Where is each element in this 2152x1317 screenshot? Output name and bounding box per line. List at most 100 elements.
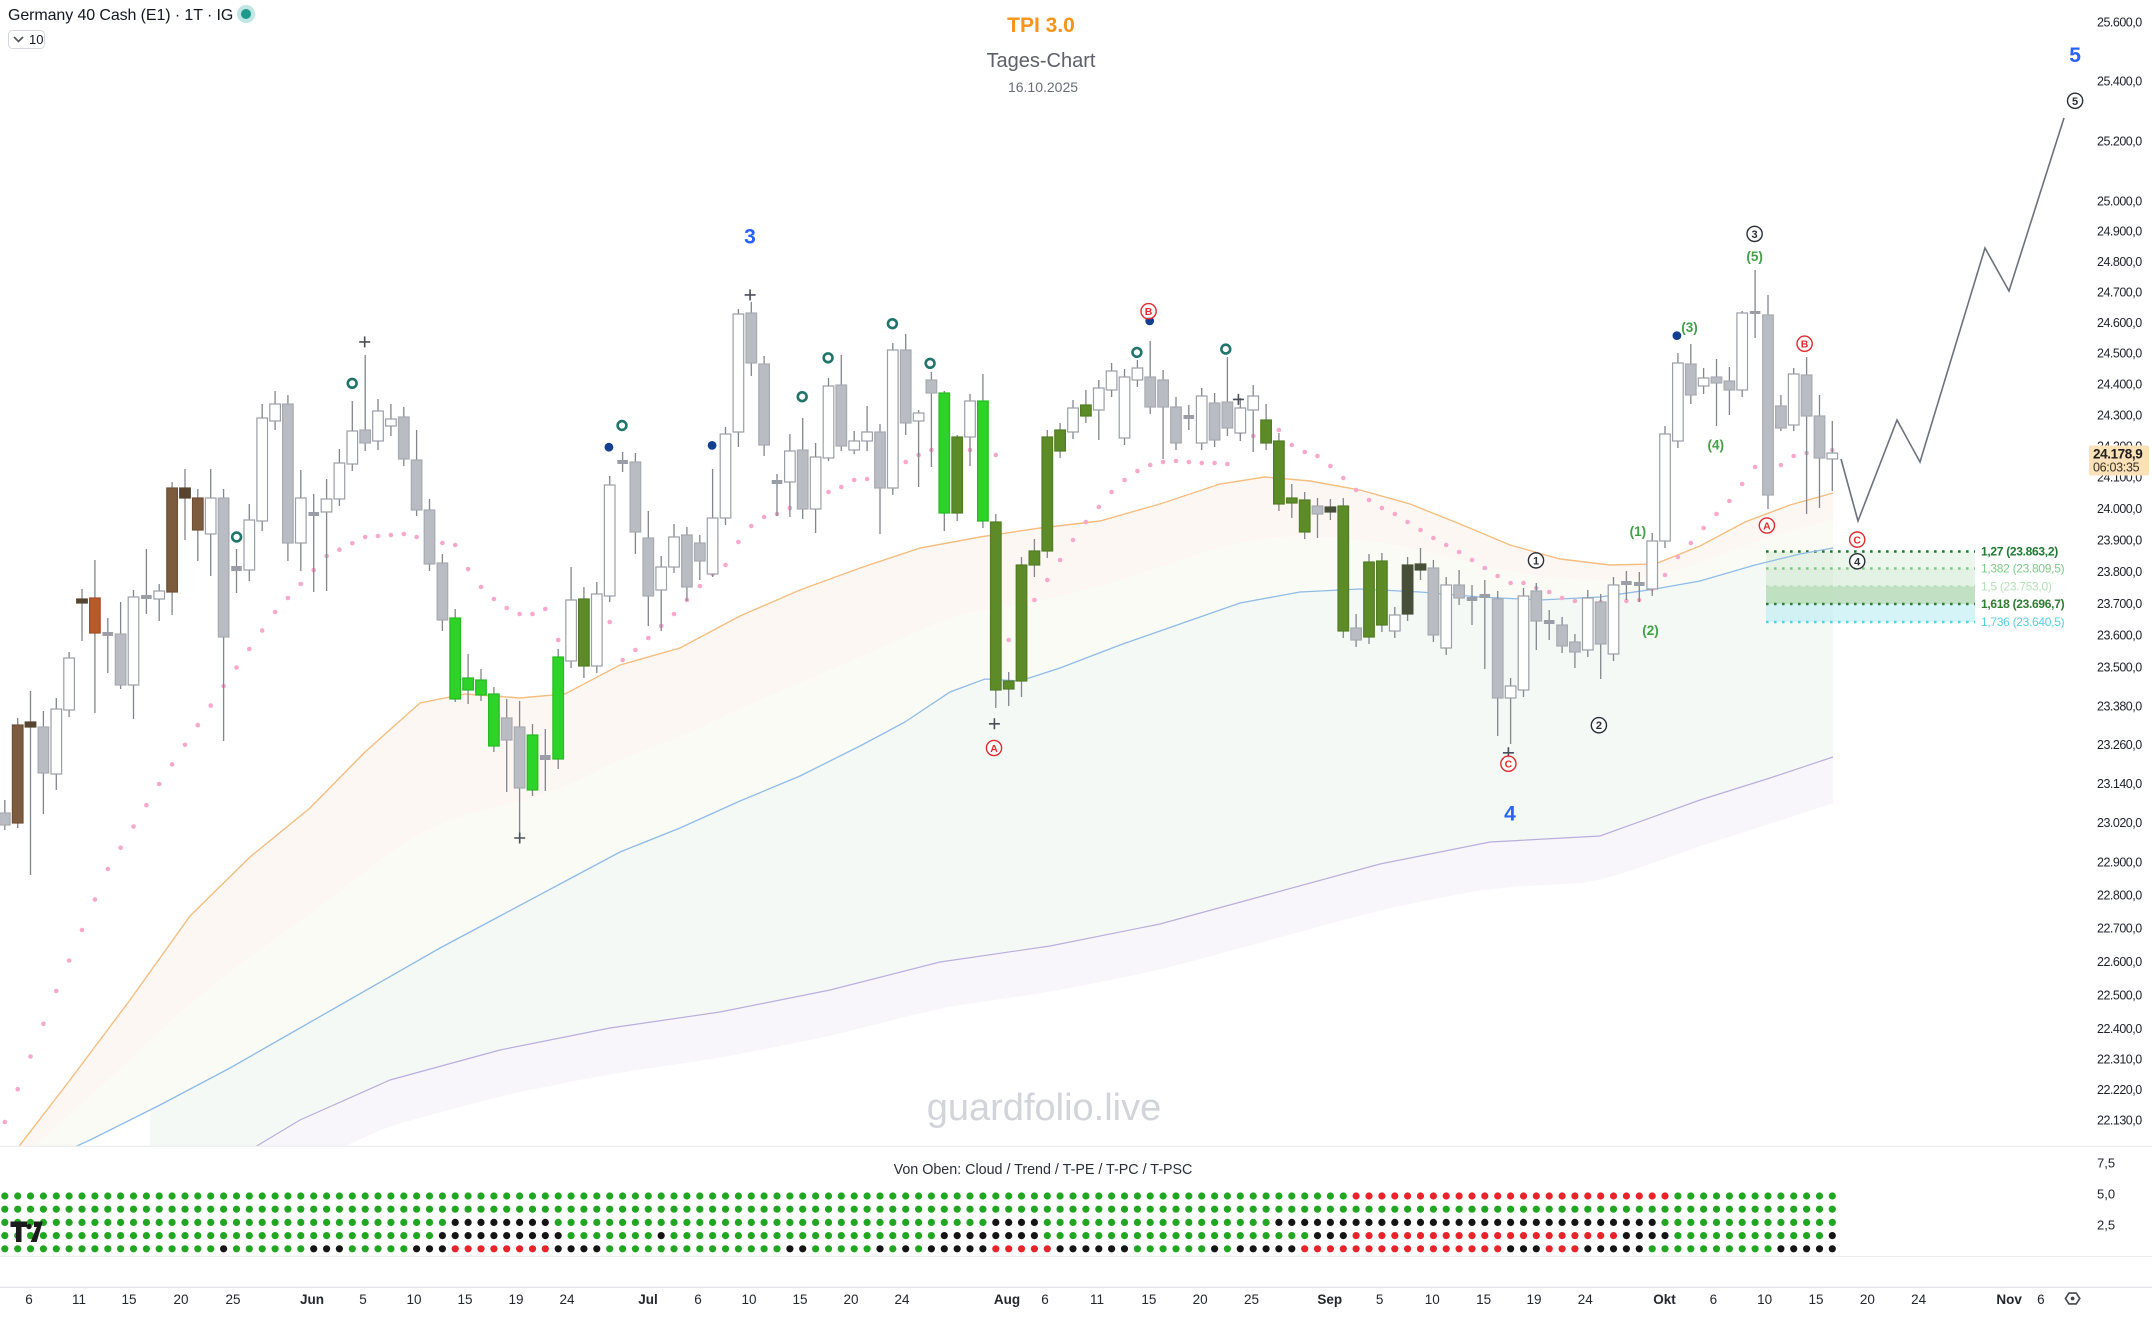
svg-text:A: A [1763, 521, 1771, 533]
svg-text:22.130,0: 22.130,0 [2097, 1113, 2142, 1127]
svg-text:5: 5 [359, 1292, 367, 1307]
svg-text:25.200,0: 25.200,0 [2097, 134, 2142, 148]
svg-text:15: 15 [121, 1292, 136, 1307]
svg-text:2,5: 2,5 [2097, 1218, 2115, 1233]
svg-text:Tages-Chart: Tages-Chart [987, 50, 1096, 72]
svg-text:22.500,0: 22.500,0 [2097, 988, 2142, 1002]
svg-text:22.700,0: 22.700,0 [2097, 922, 2142, 936]
svg-text:Germany 40 Cash (E1) · 1T · IG: Germany 40 Cash (E1) · 1T · IG [8, 7, 233, 24]
svg-text:(1): (1) [1630, 524, 1647, 539]
svg-text:10: 10 [1425, 1292, 1440, 1307]
svg-text:3: 3 [1752, 229, 1758, 241]
svg-text:10: 10 [741, 1292, 756, 1307]
svg-text:B: B [1801, 339, 1809, 351]
svg-text:15: 15 [792, 1292, 807, 1307]
svg-text:6: 6 [2037, 1292, 2045, 1307]
svg-text:22.310,0: 22.310,0 [2097, 1052, 2142, 1066]
svg-text:15: 15 [1141, 1292, 1156, 1307]
svg-text:11: 11 [72, 1292, 86, 1307]
svg-text:16.10.2025: 16.10.2025 [1008, 79, 1078, 95]
svg-text:6: 6 [25, 1292, 33, 1307]
svg-text:15: 15 [1476, 1292, 1491, 1307]
svg-text:5: 5 [2072, 96, 2078, 108]
svg-text:25.000,0: 25.000,0 [2097, 194, 2142, 208]
svg-text:24.600,0: 24.600,0 [2097, 316, 2142, 330]
svg-text:6: 6 [1710, 1292, 1718, 1307]
svg-text:C: C [1505, 759, 1513, 771]
svg-text:19: 19 [1526, 1292, 1541, 1307]
svg-text:11: 11 [1090, 1292, 1104, 1307]
svg-text:1,736 (23.640,5): 1,736 (23.640,5) [1981, 615, 2065, 629]
svg-text:20: 20 [1193, 1292, 1208, 1307]
svg-text:3: 3 [744, 226, 756, 249]
svg-text:23.600,0: 23.600,0 [2097, 629, 2142, 643]
svg-text:24.000,0: 24.000,0 [2097, 502, 2142, 516]
svg-text:24: 24 [1578, 1292, 1594, 1307]
svg-text:(4): (4) [1708, 438, 1725, 453]
svg-text:23.700,0: 23.700,0 [2097, 597, 2142, 611]
svg-text:Okt: Okt [1653, 1292, 1676, 1307]
svg-text:6: 6 [1041, 1292, 1049, 1307]
svg-text:A: A [990, 743, 998, 755]
svg-text:TPI 3.0: TPI 3.0 [1007, 14, 1075, 37]
svg-text:24: 24 [894, 1292, 910, 1307]
svg-text:24: 24 [1911, 1292, 1927, 1307]
svg-text:10: 10 [29, 32, 43, 47]
svg-text:Von Oben: Cloud / Trend / T-PE: Von Oben: Cloud / Trend / T-PE / T-PC / … [894, 1162, 1193, 1178]
svg-text:5: 5 [2069, 44, 2081, 67]
svg-text:24.700,0: 24.700,0 [2097, 285, 2142, 299]
svg-text:22.400,0: 22.400,0 [2097, 1022, 2142, 1036]
svg-text:23.020,0: 23.020,0 [2097, 816, 2142, 830]
svg-text:(5): (5) [1746, 249, 1763, 264]
svg-text:Aug: Aug [994, 1292, 1020, 1307]
svg-text:24.500,0: 24.500,0 [2097, 347, 2142, 361]
svg-text:25: 25 [225, 1292, 240, 1307]
svg-text:1: 1 [1533, 555, 1539, 567]
svg-text:20: 20 [1860, 1292, 1875, 1307]
svg-text:24.300,0: 24.300,0 [2097, 408, 2142, 422]
svg-text:06:03:35: 06:03:35 [2093, 461, 2140, 475]
svg-text:20: 20 [843, 1292, 858, 1307]
svg-text:4: 4 [1854, 556, 1861, 568]
svg-text:22.900,0: 22.900,0 [2097, 856, 2142, 870]
svg-text:23.380,0: 23.380,0 [2097, 699, 2142, 713]
svg-text:5,0: 5,0 [2097, 1187, 2115, 1202]
svg-text:20: 20 [173, 1292, 188, 1307]
svg-text:C: C [1853, 535, 1861, 547]
svg-text:24.178,9: 24.178,9 [2093, 447, 2142, 462]
svg-text:19: 19 [508, 1292, 523, 1307]
svg-text:1,618 (23.696,7): 1,618 (23.696,7) [1981, 597, 2065, 611]
svg-text:22.220,0: 22.220,0 [2097, 1083, 2142, 1097]
svg-text:23.800,0: 23.800,0 [2097, 565, 2142, 579]
svg-text:22.800,0: 22.800,0 [2097, 889, 2142, 903]
svg-text:15: 15 [457, 1292, 472, 1307]
svg-text:15: 15 [1808, 1292, 1823, 1307]
svg-text:25.400,0: 25.400,0 [2097, 75, 2142, 89]
svg-text:25.600,0: 25.600,0 [2097, 16, 2142, 30]
svg-text:5: 5 [1376, 1292, 1384, 1307]
svg-text:Nov: Nov [1996, 1292, 2022, 1307]
svg-text:Jun: Jun [300, 1292, 324, 1307]
svg-text:23.900,0: 23.900,0 [2097, 534, 2142, 548]
svg-text:Sep: Sep [1317, 1292, 1342, 1307]
svg-text:guardfolio.live: guardfolio.live [927, 1087, 1161, 1129]
svg-text:24.900,0: 24.900,0 [2097, 225, 2142, 239]
svg-text:(3): (3) [1681, 320, 1698, 335]
svg-text:2: 2 [1596, 720, 1602, 732]
svg-text:23.260,0: 23.260,0 [2097, 738, 2142, 752]
svg-text:6: 6 [694, 1292, 702, 1307]
svg-text:24.400,0: 24.400,0 [2097, 377, 2142, 391]
svg-text:10: 10 [1757, 1292, 1772, 1307]
svg-text:Jul: Jul [638, 1292, 658, 1307]
svg-text:25: 25 [1244, 1292, 1259, 1307]
svg-text:23.500,0: 23.500,0 [2097, 661, 2142, 675]
svg-text:24: 24 [559, 1292, 575, 1307]
svg-text:23.140,0: 23.140,0 [2097, 777, 2142, 791]
svg-text:1,27 (23.863,2): 1,27 (23.863,2) [1981, 545, 2058, 559]
svg-text:10: 10 [406, 1292, 421, 1307]
svg-text:7,5: 7,5 [2097, 1156, 2115, 1171]
svg-text:(2): (2) [1642, 623, 1659, 638]
svg-text:24.800,0: 24.800,0 [2097, 255, 2142, 269]
svg-text:1,5 (23.753,0): 1,5 (23.753,0) [1981, 579, 2052, 593]
svg-text:1,382 (23.809,5): 1,382 (23.809,5) [1981, 562, 2065, 576]
